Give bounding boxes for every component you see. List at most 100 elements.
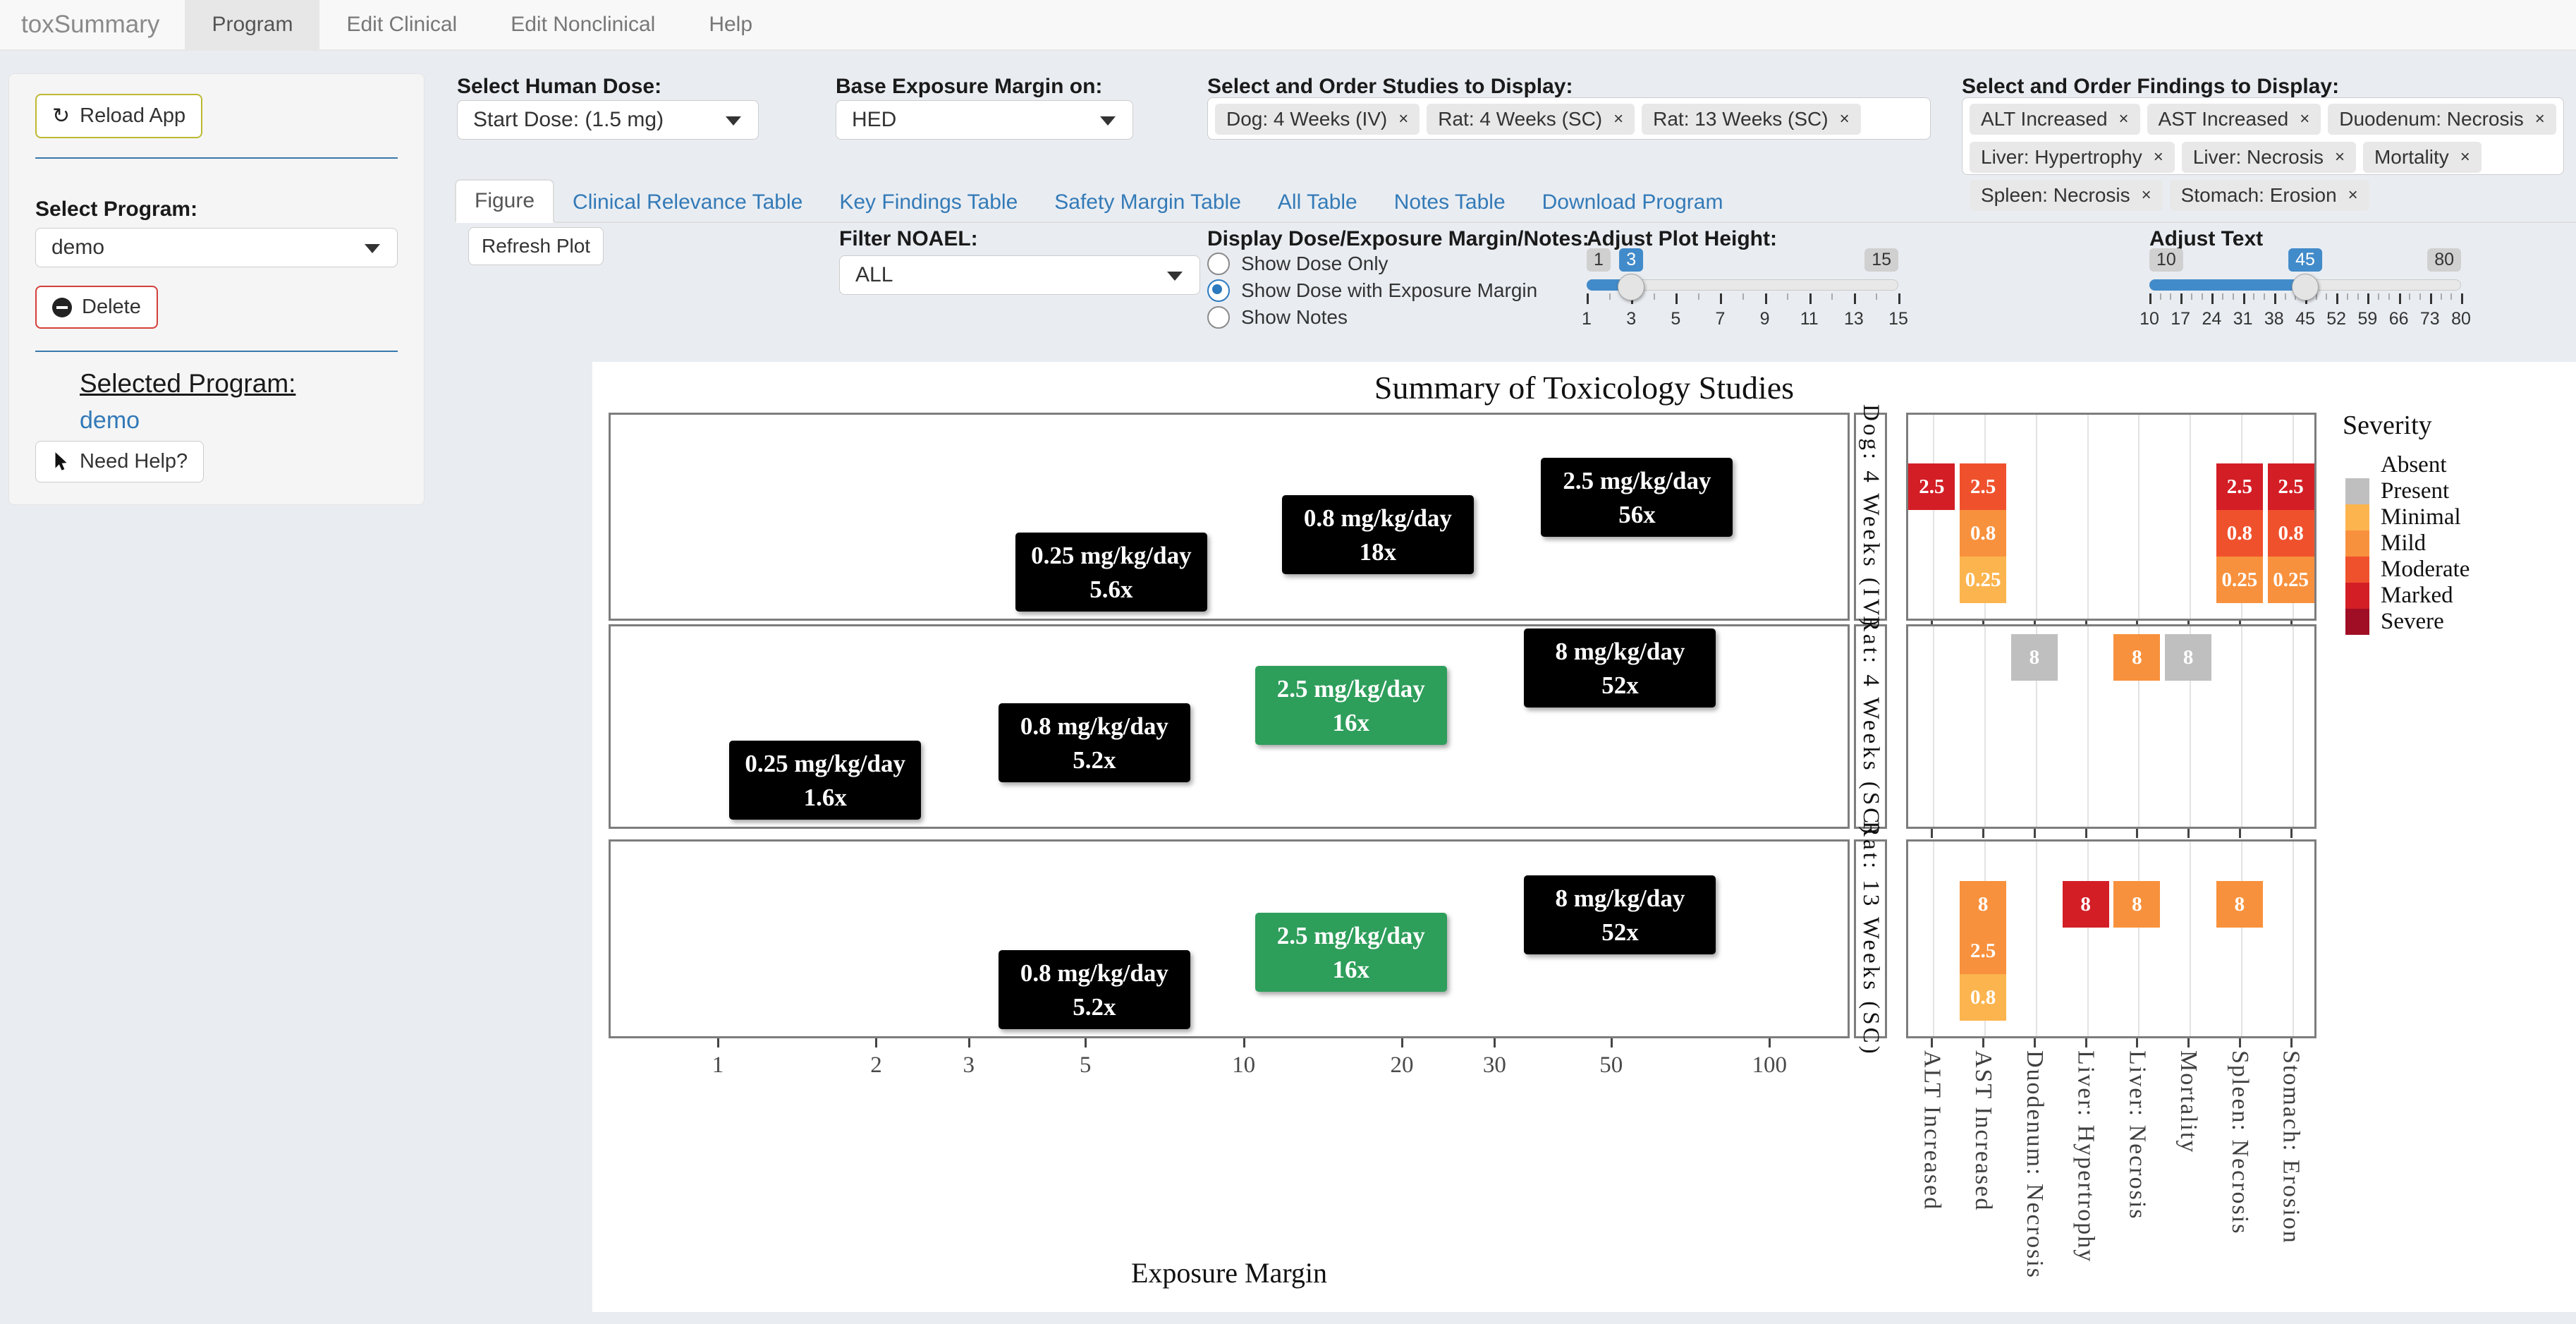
program-select[interactable]: demo — [35, 228, 398, 267]
studies-tagbox[interactable]: Dog: 4 Weeks (IV)× Rat: 4 Weeks (SC)× Ra… — [1207, 97, 1931, 140]
slider-handle[interactable] — [1618, 274, 1644, 300]
plot-height-slider-label: Adjust Plot Height: — [1587, 227, 1777, 251]
legend-item: Absent — [2381, 452, 2447, 478]
tab-key-findings-table[interactable]: Key Findings Table — [821, 182, 1036, 223]
tab-safety-margin-table[interactable]: Safety Margin Table — [1036, 182, 1259, 223]
tab-figure[interactable]: Figure — [455, 179, 554, 223]
dose-box: 0.8 mg/kg/day5.2x — [999, 703, 1190, 782]
heatmap-axis-tick — [2034, 1038, 2036, 1047]
text-slider-label: Adjust Text — [2149, 227, 2263, 251]
tag-remove-icon[interactable]: × — [2335, 147, 2345, 167]
radio-show-dose-with-margin[interactable]: Show Dose with Exposure Margin — [1207, 279, 1537, 302]
nav-item-help[interactable]: Help — [682, 0, 779, 49]
finding-tag[interactable]: ALT Increased× — [1970, 104, 2140, 135]
finding-label: Stomach: Erosion — [2278, 1050, 2305, 1244]
study-strip: Dog: 4 Weeks (IV) — [1854, 413, 1887, 621]
tag-remove-icon[interactable]: × — [1840, 109, 1850, 129]
radio-icon[interactable] — [1207, 279, 1230, 302]
heatmap-axis-tick — [2136, 1038, 2138, 1047]
tab-notes-table[interactable]: Notes Table — [1376, 182, 1524, 223]
radio-icon[interactable] — [1207, 306, 1230, 329]
selected-program-heading: Selected Program: — [80, 369, 295, 399]
tag-remove-icon[interactable]: × — [2119, 109, 2129, 129]
findings-label: Select and Order Findings to Display: — [1962, 75, 2339, 99]
delete-program-button[interactable]: Delete — [35, 286, 158, 329]
tag-remove-icon[interactable]: × — [2154, 147, 2163, 167]
toxicology-figure: Summary of Toxicology Studies Dog: 4 Wee… — [592, 362, 2576, 1312]
nav-item-edit-clinical[interactable]: Edit Clinical — [319, 0, 484, 49]
nav-item-edit-nonclinical[interactable]: Edit Nonclinical — [484, 0, 682, 49]
study-strip-label: Rat: 4 Weeks (SC) — [1857, 616, 1884, 837]
slider-tick-label: 24 — [2202, 309, 2221, 329]
slider-value-badge: 3 — [1619, 248, 1643, 272]
tab-download-program[interactable]: Download Program — [1524, 182, 1742, 223]
finding-tag[interactable]: Mortality× — [2363, 142, 2482, 173]
study-tag[interactable]: Rat: 4 Weeks (SC)× — [1427, 104, 1635, 135]
tab-clinical-relevance-table[interactable]: Clinical Relevance Table — [554, 182, 821, 223]
reload-app-button[interactable]: ↻ Reload App — [35, 94, 202, 138]
heatmap-gridline — [2190, 415, 2191, 619]
slider-tick-label: 73 — [2420, 309, 2440, 329]
dose-box: 0.25 mg/kg/day1.6x — [729, 741, 921, 820]
heatmap-axis-tick — [2290, 829, 2293, 838]
slider-tick — [2191, 293, 2192, 300]
study-tag[interactable]: Rat: 13 Weeks (SC)× — [1642, 104, 1860, 135]
selected-program-value[interactable]: demo — [80, 407, 140, 435]
text-size-slider[interactable]: 1080451017243138455259667380 — [2149, 248, 2461, 333]
finding-tag[interactable]: Liver: Hypertrophy× — [1970, 142, 2175, 173]
heatmap-gridline — [1933, 626, 1934, 827]
margin-label: 18x — [1282, 538, 1474, 566]
margin-base-select[interactable]: HED — [836, 100, 1133, 140]
findings-tagbox[interactable]: ALT Increased× AST Increased× Duodenum: … — [1962, 97, 2564, 175]
radio-show-notes[interactable]: Show Notes — [1207, 306, 1348, 329]
x-tick-label: 10 — [1232, 1052, 1255, 1079]
heatmap-axis-tick — [2085, 1038, 2087, 1047]
filter-noael-select[interactable]: ALL — [839, 255, 1200, 295]
slider-tick-label: 52 — [2326, 309, 2346, 329]
slider-tick-major — [2180, 293, 2183, 304]
x-axis-tick — [1243, 1038, 1245, 1047]
human-dose-select[interactable]: Start Dose: (1.5 mg) — [457, 100, 759, 140]
slider-tick-label: 66 — [2389, 309, 2409, 329]
slider-tick-label: 17 — [2171, 309, 2190, 329]
tab-all-table[interactable]: All Table — [1259, 182, 1376, 223]
slider-tick-major — [1854, 293, 1856, 304]
slider-tick-label: 15 — [1888, 309, 1908, 329]
slider-tick-major — [2211, 293, 2214, 304]
slider-tick — [2450, 293, 2452, 300]
finding-tag[interactable]: Duodenum: Necrosis× — [2328, 104, 2556, 135]
radio-icon[interactable] — [1207, 253, 1230, 275]
nav-item-program[interactable]: Program — [185, 0, 319, 49]
finding-tag[interactable]: AST Increased× — [2147, 104, 2321, 135]
tag-remove-icon[interactable]: × — [2460, 147, 2470, 167]
tag-remove-icon[interactable]: × — [1398, 109, 1408, 129]
x-axis-tick — [1401, 1038, 1403, 1047]
need-help-button[interactable]: Need Help? — [35, 441, 204, 482]
heatmap-gridline — [2036, 842, 2037, 1036]
slider-tick — [2441, 293, 2442, 300]
radio-show-dose-only[interactable]: Show Dose Only — [1207, 253, 1388, 275]
tag-remove-icon[interactable]: × — [2300, 109, 2309, 129]
slider-tick — [2378, 293, 2379, 300]
plot-height-slider[interactable]: 115313579111315 — [1587, 248, 1898, 333]
tag-remove-icon[interactable]: × — [2535, 109, 2545, 129]
severity-cell: 8 — [1960, 881, 2006, 928]
slider-tick — [1876, 293, 1877, 300]
slider-tick-major — [1675, 293, 1678, 304]
heatmap-axis-tick — [2136, 829, 2138, 838]
severity-cell: 2.5 — [2268, 463, 2314, 510]
slider-handle[interactable] — [2292, 274, 2319, 300]
finding-label: Spleen: Necrosis — [2226, 1050, 2253, 1234]
heatmap-axis-tick — [2239, 1038, 2241, 1047]
finding-tag[interactable]: Liver: Necrosis× — [2182, 142, 2356, 173]
severity-cell: 8 — [2011, 634, 2058, 681]
tag-remove-icon[interactable]: × — [1613, 109, 1623, 129]
study-tag[interactable]: Dog: 4 Weeks (IV)× — [1215, 104, 1420, 135]
heatmap-axis-tick — [2239, 829, 2241, 838]
heatmap-axis-tick — [1982, 829, 1984, 838]
margin-label: 5.2x — [999, 993, 1190, 1021]
refresh-plot-button[interactable]: Refresh Plot — [468, 227, 604, 265]
severity-cell: 0.8 — [1960, 510, 2006, 557]
heatmap-gridline — [2293, 842, 2294, 1036]
display-options-label: Display Dose/Exposure Margin/Notes: — [1207, 227, 1589, 251]
